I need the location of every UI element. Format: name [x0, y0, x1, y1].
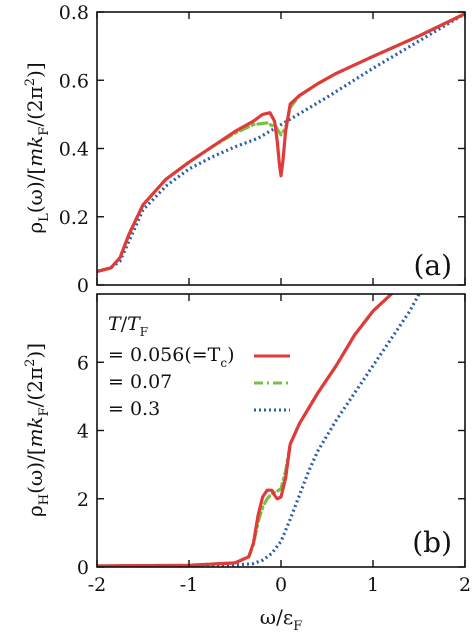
ytick-label-a-3: 0.6 — [59, 70, 89, 92]
panel-a-label: (a) — [413, 249, 452, 282]
ytick-label-b-0: 0 — [77, 557, 89, 579]
xtick-label-3: 1 — [367, 574, 379, 596]
panel-b-xlabel: ω/εF — [260, 605, 302, 634]
ytick-label-a-1: 0.2 — [59, 207, 89, 229]
panel-a-curves — [97, 12, 465, 273]
series-t07-a — [97, 12, 465, 273]
ytick-label-b-2: 4 — [77, 421, 89, 443]
panel-b-ylabel: ρH(ω)/[mkF/(2π2)] — [23, 343, 52, 517]
panel-a: 0 0.2 0.4 0.6 0.8 (a) ρL(ω)/[mkF/(2π2)] — [23, 2, 466, 297]
xtick-label-0: -2 — [88, 574, 107, 596]
xtick-label-4: 2 — [459, 574, 471, 596]
ytick-label-a-0: 0 — [77, 275, 89, 297]
ytick-label-b-3: 6 — [77, 352, 89, 374]
panel-b-frame — [96, 293, 466, 568]
legend-label-t056: = 0.056(=Tc) — [108, 344, 235, 370]
legend-title: T/TF — [108, 313, 148, 339]
ytick-label-a-2: 0.4 — [59, 139, 89, 161]
series-t056-b — [97, 294, 393, 567]
ytick-label-a-4: 0.8 — [59, 2, 89, 24]
series-t056-a — [97, 12, 465, 273]
series-t3-b — [97, 294, 421, 567]
series-t3-a — [97, 12, 465, 273]
panel-b: 0 2 4 6 -2 -1 0 1 2 (b) ρH(ω)/[mkF/(2π2)] ω/εF T… — [23, 293, 471, 634]
panel-a-ylabel: ρL(ω)/[mkF/(2π2)] — [23, 62, 52, 233]
legend-label-t07: = 0.07 — [108, 371, 172, 393]
panel-a-frame — [96, 11, 466, 286]
xtick-label-1: -1 — [180, 574, 199, 596]
panel-a-ticks: 0 0.2 0.4 0.6 0.8 — [59, 2, 466, 297]
xtick-label-2: 0 — [275, 574, 287, 596]
panel-b-label: (b) — [412, 526, 452, 559]
panel-b-curves — [97, 294, 421, 567]
ytick-label-b-1: 2 — [77, 489, 89, 511]
legend-label-t3: = 0.3 — [108, 398, 160, 420]
legend: T/TF = 0.056(=Tc) = 0.07 = 0.3 — [108, 313, 290, 420]
